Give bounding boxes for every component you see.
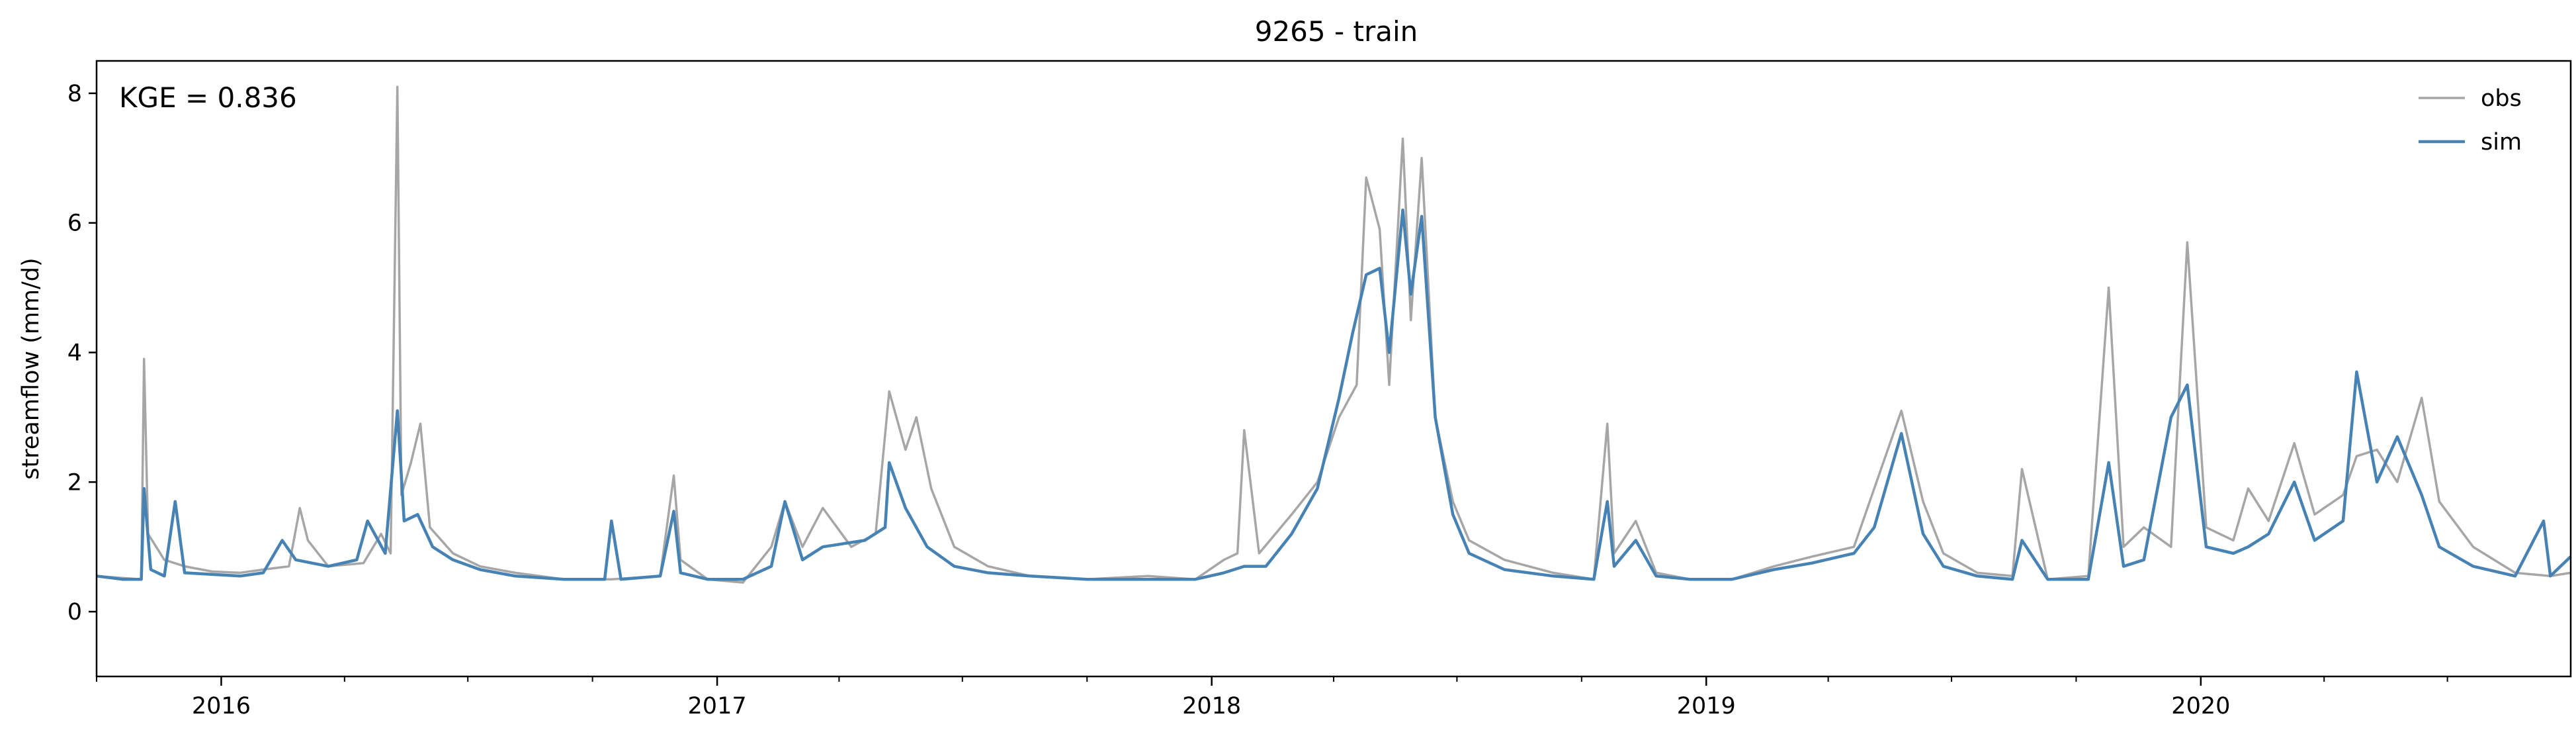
y-tick-label: 4 xyxy=(67,340,82,367)
y-axis: 0 2 4 6 8 xyxy=(67,81,97,625)
y-tick-label: 6 xyxy=(67,210,82,237)
x-tick-label: 2019 xyxy=(1677,693,1736,719)
y-tick-label: 8 xyxy=(67,81,82,107)
y-tick-label: 2 xyxy=(67,469,82,496)
y-axis-label: streamflow (mm/d) xyxy=(18,257,44,479)
x-tick-label: 2016 xyxy=(192,693,251,719)
x-axis: 2016 2017 2018 2019 2020 xyxy=(96,676,2448,719)
legend: obs sim xyxy=(2419,85,2522,156)
y-tick-label: 0 xyxy=(67,599,82,625)
x-tick-label: 2017 xyxy=(688,693,747,719)
series-layer xyxy=(96,85,2572,584)
legend-label-sim: sim xyxy=(2481,129,2522,156)
legend-label-obs: obs xyxy=(2481,85,2522,112)
x-tick-label: 2020 xyxy=(2171,693,2230,719)
series-line-sim xyxy=(96,208,2572,581)
x-tick-label: 2018 xyxy=(1182,693,1241,719)
series-line-obs xyxy=(96,85,2571,584)
kge-annotation: KGE = 0.836 xyxy=(119,81,297,114)
chart-title: 9265 - train xyxy=(1255,15,1418,48)
